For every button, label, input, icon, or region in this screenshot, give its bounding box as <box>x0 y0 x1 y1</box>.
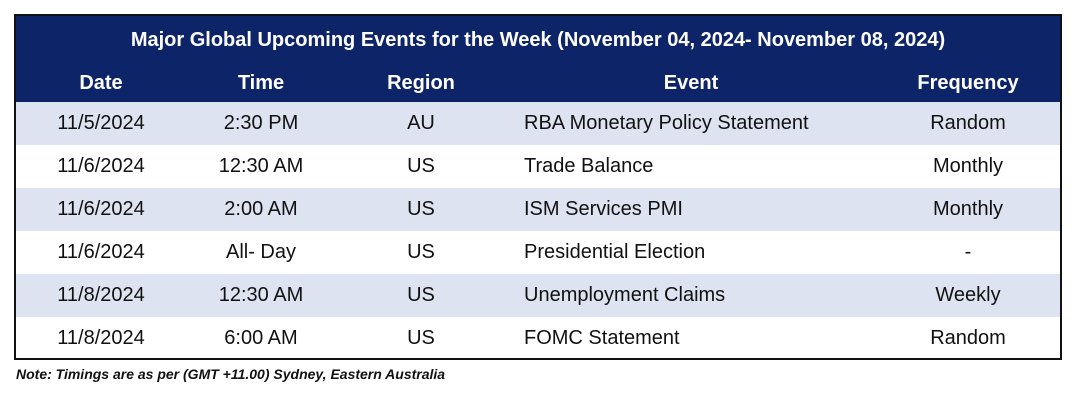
cell-region: AU <box>407 112 435 134</box>
cell-frequency: Random <box>930 112 1006 134</box>
header-frequency: Frequency <box>917 71 1019 94</box>
cell-frequency: Random <box>930 327 1006 349</box>
table-row: 11/6/2024 12:30 AM US Trade Balance Mont… <box>16 145 1060 188</box>
cell-time: 2:30 PM <box>223 112 299 134</box>
cell-date: 11/6/2024 <box>57 241 145 263</box>
cell-time: 12:30 AM <box>218 284 304 306</box>
cell-event: ISM Services PMI <box>524 198 683 220</box>
header-row: Date Time Region Event Frequency <box>16 64 1060 102</box>
cell-event: FOMC Statement <box>524 327 680 349</box>
cell-date: 11/5/2024 <box>57 112 145 134</box>
cell-time: 12:30 AM <box>218 155 304 177</box>
cell-date: 11/8/2024 <box>57 284 145 306</box>
cell-time: 6:00 AM <box>224 327 298 349</box>
cell-date: 11/6/2024 <box>57 155 145 177</box>
footnote: Note: Timings are as per (GMT +11.00) Sy… <box>16 366 446 382</box>
cell-frequency: Monthly <box>932 198 1004 220</box>
table-title: Major Global Upcoming Events for the Wee… <box>16 16 1060 64</box>
cell-event: Trade Balance <box>524 155 654 177</box>
header-time: Time <box>237 71 285 94</box>
cell-date: 11/6/2024 <box>57 198 145 220</box>
table-row: 11/6/2024 All- Day US Presidential Elect… <box>16 231 1060 274</box>
cell-region: US <box>407 284 435 306</box>
header-region: Region <box>387 71 455 94</box>
cell-region: US <box>407 241 435 263</box>
cell-region: US <box>407 155 435 177</box>
cell-time: All- Day <box>225 241 296 263</box>
cell-region: US <box>407 327 435 349</box>
table-row: 11/8/2024 6:00 AM US FOMC Statement Rand… <box>16 317 1060 358</box>
cell-time: 2:00 AM <box>224 198 298 220</box>
cell-date: 11/8/2024 <box>57 327 145 349</box>
header-event: Event <box>663 71 719 94</box>
cell-event: Unemployment Claims <box>524 284 726 306</box>
events-table: Major Global Upcoming Events for the Wee… <box>14 14 1062 360</box>
table-row: 11/8/2024 12:30 AM US Unemployment Claim… <box>16 274 1060 317</box>
table-row: 11/6/2024 2:00 AM US ISM Services PMI Mo… <box>16 188 1060 231</box>
cell-region: US <box>407 198 435 220</box>
cell-frequency: Weekly <box>935 284 1001 306</box>
cell-event: Presidential Election <box>524 241 706 263</box>
cell-frequency: - <box>964 241 972 263</box>
cell-frequency: Monthly <box>932 155 1004 177</box>
cell-event: RBA Monetary Policy Statement <box>524 112 809 134</box>
table-row: 11/5/2024 2:30 PM AU RBA Monetary Policy… <box>16 102 1060 145</box>
header-date: Date <box>79 71 123 94</box>
